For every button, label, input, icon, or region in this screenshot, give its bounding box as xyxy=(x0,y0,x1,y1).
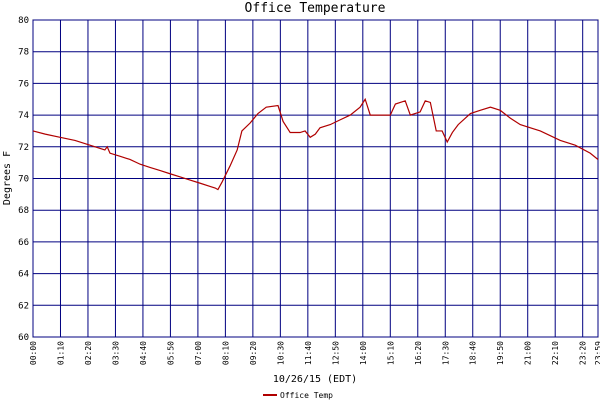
y-tick-label: 80 xyxy=(18,16,29,26)
x-tick-label: 08:10 xyxy=(221,341,230,365)
x-tick-label: 12:50 xyxy=(331,341,340,365)
x-tick-label: 23:20 xyxy=(579,341,588,365)
data-line xyxy=(32,97,599,191)
x-tick-label: 19:50 xyxy=(496,341,505,365)
x-tick-label: 05:50 xyxy=(166,341,175,365)
y-tick-label: 68 xyxy=(18,206,29,216)
x-tick-label: 09:20 xyxy=(249,341,258,365)
chart-title: Office Temperature xyxy=(245,1,386,16)
y-tick-label: 72 xyxy=(18,143,29,153)
legend-label: Office Temp xyxy=(280,391,333,400)
y-tick-label: 76 xyxy=(18,79,29,89)
x-axis-title: 10/26/15 (EDT) xyxy=(273,374,357,385)
x-tick-label: 17:30 xyxy=(441,341,450,365)
x-tick-label: 23:59 xyxy=(594,341,600,365)
y-tick-label: 70 xyxy=(18,175,29,185)
y-tick-label: 60 xyxy=(18,333,29,343)
x-tick-label: 14:00 xyxy=(359,341,368,365)
y-axis-title: Degrees F xyxy=(2,151,13,205)
x-tick-label: 10:30 xyxy=(276,341,285,365)
x-tick-label: 16:20 xyxy=(414,341,423,365)
x-tick-label: 22:10 xyxy=(551,341,560,365)
x-tick-label: 03:30 xyxy=(111,341,120,365)
x-tick-label: 02:20 xyxy=(84,341,93,365)
y-tick-label: 64 xyxy=(18,270,29,280)
x-tick-label: 18:40 xyxy=(469,341,478,365)
x-tick-label: 07:00 xyxy=(194,341,203,365)
y-tick-label: 74 xyxy=(18,111,29,121)
x-tick-label: 21:00 xyxy=(524,341,533,365)
x-tick-label: 15:10 xyxy=(386,341,395,365)
y-tick-label: 62 xyxy=(18,301,29,311)
y-tick-label: 66 xyxy=(18,238,29,248)
y-tick-label: 78 xyxy=(18,48,29,58)
x-tick-label: 00:00 xyxy=(29,341,38,365)
x-tick-label: 11:40 xyxy=(304,341,313,365)
x-tick-label: 04:40 xyxy=(139,341,148,365)
x-tick-label: 01:10 xyxy=(56,341,65,365)
